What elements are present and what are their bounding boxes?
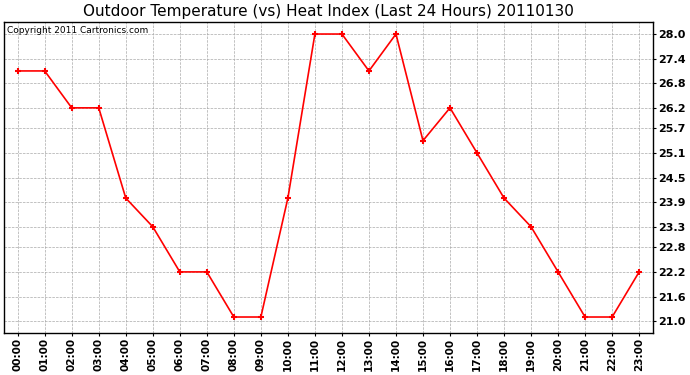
Text: Copyright 2011 Cartronics.com: Copyright 2011 Cartronics.com (8, 26, 148, 35)
Title: Outdoor Temperature (vs) Heat Index (Last 24 Hours) 20110130: Outdoor Temperature (vs) Heat Index (Las… (83, 4, 574, 19)
